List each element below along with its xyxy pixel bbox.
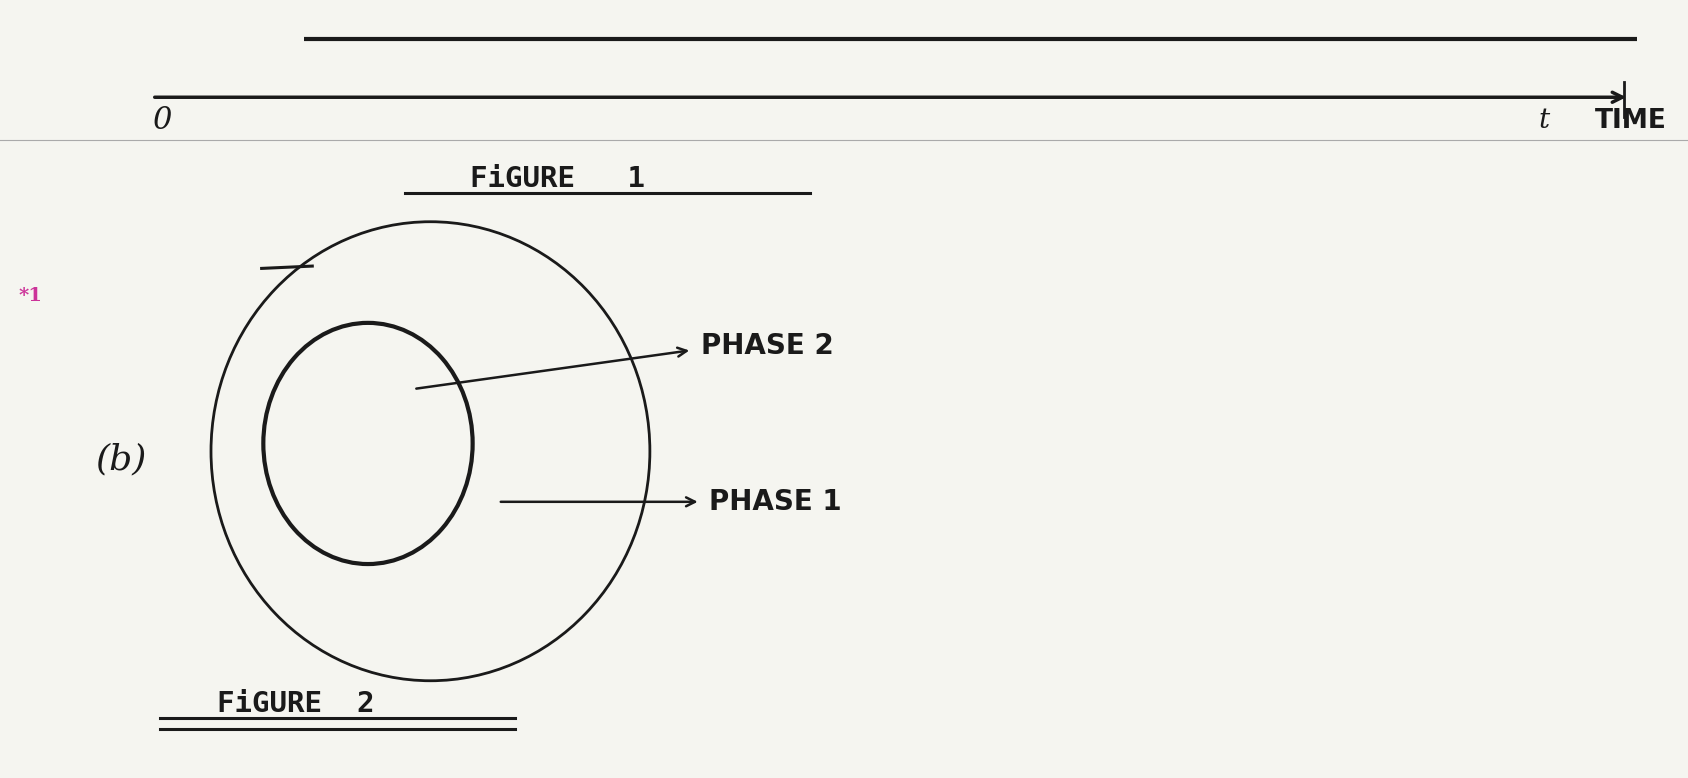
Text: t: t [1539,107,1550,134]
Text: TIME: TIME [1595,107,1668,134]
Text: PHASE 2: PHASE 2 [701,332,834,360]
Text: PHASE 1: PHASE 1 [709,488,842,516]
Text: (b): (b) [96,442,147,476]
Text: FiGURE   1: FiGURE 1 [469,165,645,193]
Text: 0: 0 [152,105,172,136]
Text: FiGURE  2: FiGURE 2 [216,690,375,718]
Text: *1: *1 [19,286,42,305]
